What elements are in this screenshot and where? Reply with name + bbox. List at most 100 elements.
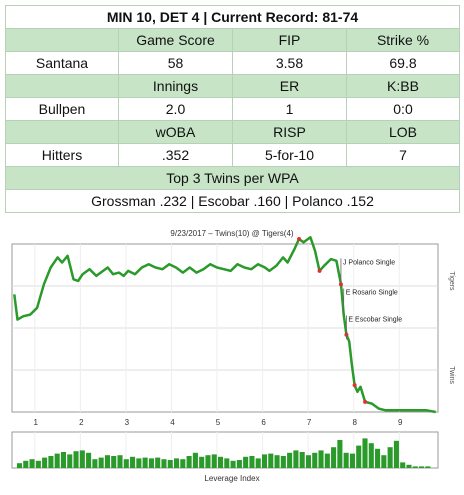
stats-box: MIN 10, DET 4 | Current Record: 81-74 Ga…: [4, 5, 461, 213]
leverage-bar: [142, 457, 148, 468]
stat-header-row: Game Score FIP Strike %: [5, 28, 461, 52]
stat-cell: 2.0: [118, 97, 233, 121]
leverage-bar: [299, 452, 305, 468]
stat-data-row: Santana 58 3.58 69.8: [5, 51, 461, 75]
stat-cell: K:BB: [345, 74, 461, 98]
leverage-bar: [123, 459, 129, 468]
x-tick-label: 6: [261, 418, 266, 427]
leverage-bar: [280, 456, 286, 468]
key-play-marker: [352, 383, 357, 388]
key-play-marker: [338, 282, 343, 287]
leverage-bar: [35, 460, 41, 468]
leverage-bar: [224, 458, 230, 468]
leverage-bar: [148, 458, 154, 468]
x-tick-label: 3: [125, 418, 130, 427]
leverage-bar: [92, 459, 98, 468]
win-probability-line: [13, 236, 436, 414]
stat-cell: ER: [232, 74, 347, 98]
key-play-marker: [317, 268, 322, 273]
leverage-bar: [73, 451, 79, 468]
leverage-bar: [362, 438, 368, 468]
wpa-values: Grossman .232 | Escobar .160 | Polanco .…: [4, 189, 461, 213]
row-label-cell: [5, 28, 119, 52]
leverage-bar: [167, 460, 173, 468]
x-tick-label: 2: [79, 418, 84, 427]
leverage-bar: [98, 457, 104, 468]
annotation-label: E Rosario Single: [346, 290, 398, 297]
stat-cell: wOBA: [118, 120, 233, 144]
leverage-bar: [60, 452, 67, 468]
leverage-bar: [274, 455, 280, 468]
leverage-bar: [387, 447, 393, 468]
leverage-bar: [136, 458, 142, 468]
row-label-cell: Hitters: [5, 143, 119, 167]
leverage-bar: [29, 459, 35, 468]
leverage-bar: [117, 455, 123, 468]
x-tick-label: 1: [34, 418, 39, 427]
stat-cell: RISP: [232, 120, 347, 144]
stat-cell: Innings: [118, 74, 233, 98]
leverage-bar: [368, 443, 374, 468]
row-label-cell: Bullpen: [5, 97, 119, 121]
leverage-bar: [161, 459, 167, 468]
leverage-bar: [261, 454, 268, 468]
leverage-bar: [425, 466, 431, 468]
leverage-bar: [243, 456, 249, 468]
stat-header-row: wOBA RISP LOB: [5, 120, 461, 144]
right-label-tigers: Tigers: [448, 271, 455, 291]
stat-cell: 0:0: [345, 97, 461, 121]
stat-cell: LOB: [345, 120, 461, 144]
stat-cell: FIP: [232, 28, 347, 52]
leverage-bar: [174, 458, 180, 468]
stat-cell: Strike %: [345, 28, 461, 52]
leverage-bar: [419, 466, 425, 468]
leverage-axis-label: Leverage Index: [204, 474, 259, 483]
stat-data-row: Bullpen 2.0 1 0:0: [5, 97, 461, 121]
key-play-marker: [363, 399, 368, 404]
stat-cell: 3.58: [232, 51, 347, 75]
leverage-bar: [337, 440, 343, 468]
win-probability-chart: 9/23/2017 – Twins(10) @ Tigers(4) 1 2 3 4 5 6 7…: [11, 229, 455, 483]
key-play-marker: [297, 236, 302, 241]
page-title: MIN 10, DET 4 | Current Record: 81-74: [4, 5, 461, 29]
stat-cell: 69.8: [345, 51, 461, 75]
leverage-bar: [205, 455, 211, 468]
leverage-bar: [236, 460, 242, 468]
leverage-bar: [23, 460, 29, 468]
leverage-bar: [192, 452, 198, 468]
leverage-bar: [400, 462, 406, 468]
leverage-bar: [48, 456, 54, 468]
stats-table: MIN 10, DET 4 | Current Record: 81-74 Ga…: [4, 5, 461, 213]
leverage-bar: [79, 450, 85, 468]
leverage-bar: [268, 453, 274, 468]
row-label-cell: [5, 120, 119, 144]
leverage-bar: [375, 448, 381, 468]
leverage-bar: [186, 456, 192, 468]
wpa-header: Top 3 Twins per WPA: [4, 166, 461, 190]
stat-cell: .352: [118, 143, 233, 167]
leverage-bar: [16, 463, 23, 468]
stat-cell: 5-for-10: [232, 143, 347, 167]
chart-title: 9/23/2017 – Twins(10) @ Tigers(4): [170, 229, 293, 238]
stat-cell: 58: [118, 51, 233, 75]
stat-data-row: Hitters .352 5-for-10 7: [5, 143, 461, 167]
row-label-cell: Santana: [5, 51, 119, 75]
x-tick-label: 5: [216, 418, 221, 427]
row-label-cell: [5, 74, 119, 98]
leverage-bar: [293, 450, 299, 468]
leverage-bar: [287, 452, 293, 468]
leverage-bar: [312, 452, 318, 468]
leverage-bar: [318, 450, 324, 468]
leverage-bar: [67, 454, 73, 468]
stat-cell: 1: [232, 97, 347, 121]
x-tick-label: 7: [307, 418, 312, 427]
leverage-bar: [211, 454, 217, 468]
leverage-bar: [111, 456, 117, 468]
stat-cell: Game Score: [118, 28, 233, 52]
leverage-bar: [343, 452, 349, 468]
x-tick-label: 4: [170, 418, 175, 427]
leverage-bar: [130, 456, 136, 468]
annotation-label: J Polanco Single: [343, 259, 395, 266]
leverage-bar: [381, 455, 387, 468]
x-tick-label: 8: [352, 418, 357, 427]
